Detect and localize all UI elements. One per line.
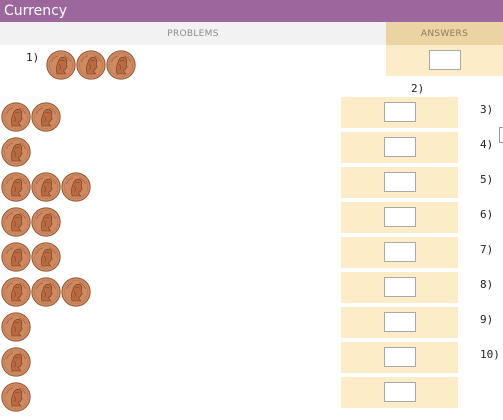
- penny-icon: [31, 102, 61, 132]
- penny-icon: [1, 102, 31, 132]
- coin-group: [1, 347, 31, 377]
- penny-icon: [31, 277, 61, 307]
- coin-group: [1, 102, 61, 132]
- problem-number: 4): [480, 138, 494, 151]
- penny-icon: [76, 50, 106, 80]
- worksheet-title: Currency: [0, 0, 503, 22]
- answer-input[interactable]: [384, 207, 416, 227]
- penny-icon: [46, 50, 76, 80]
- penny-icon: [1, 277, 31, 307]
- answer-input[interactable]: [384, 102, 416, 122]
- coin-group: [46, 50, 136, 80]
- answer-input[interactable]: [384, 277, 416, 297]
- penny-icon: [31, 242, 61, 272]
- problem-number: 6): [480, 208, 494, 221]
- problem-number: 9): [480, 313, 494, 326]
- coin-group: [1, 207, 61, 237]
- penny-icon: [1, 382, 31, 412]
- problems-header: PROBLEMS: [0, 22, 386, 45]
- penny-icon: [106, 50, 136, 80]
- penny-icon: [1, 242, 31, 272]
- problem-number: 2): [411, 82, 425, 95]
- answer-input[interactable]: [384, 347, 416, 367]
- penny-icon: [1, 347, 31, 377]
- answer-input[interactable]: [384, 312, 416, 332]
- problem-number: 7): [480, 243, 494, 256]
- answers-header: ANSWERS: [386, 22, 503, 45]
- penny-icon: [31, 207, 61, 237]
- coin-group: [1, 312, 31, 342]
- penny-icon: [1, 207, 31, 237]
- problem-number: 1): [26, 51, 40, 64]
- penny-icon: [61, 172, 91, 202]
- coin-group: [1, 277, 91, 307]
- coin-group: [1, 172, 91, 202]
- penny-icon: [1, 312, 31, 342]
- answer-input[interactable]: [384, 137, 416, 157]
- penny-icon: [1, 172, 31, 202]
- problem-number: 5): [480, 173, 494, 186]
- answer-input[interactable]: [384, 382, 416, 402]
- penny-icon: [61, 277, 91, 307]
- clipped-answer-box-edge: [499, 127, 503, 143]
- problem-number: 8): [480, 278, 494, 291]
- problem-number: 10): [480, 348, 500, 361]
- answer-input[interactable]: [384, 242, 416, 262]
- coin-group: [1, 242, 61, 272]
- problem-number: 3): [480, 103, 494, 116]
- coin-group: [1, 382, 31, 412]
- coin-group: [1, 137, 31, 167]
- answer-input[interactable]: [429, 50, 461, 70]
- penny-icon: [1, 137, 31, 167]
- answer-input[interactable]: [384, 172, 416, 192]
- penny-icon: [31, 172, 61, 202]
